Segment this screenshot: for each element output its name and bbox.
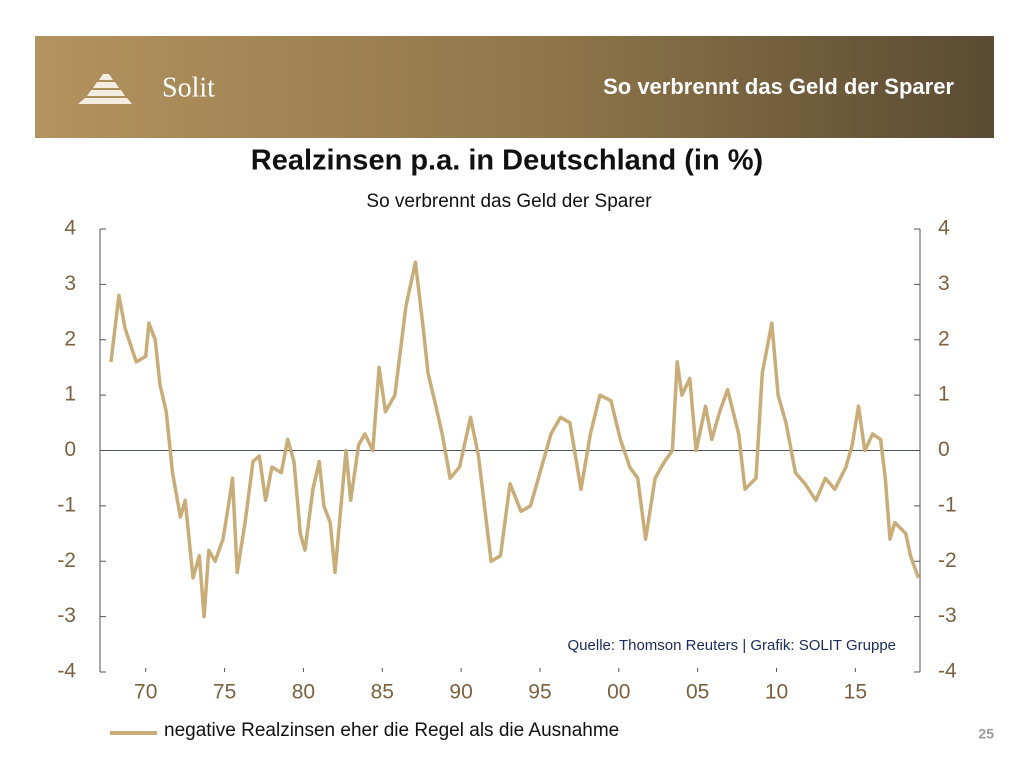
chart-title: Realzinsen p.a. in Deutschland (in %) [251, 145, 763, 177]
header-title: So verbrennt das Geld der Sparer [603, 74, 954, 99]
y-tick-label: -3 [57, 604, 76, 627]
header-bar [35, 36, 994, 138]
y2-tick-label: -4 [938, 660, 957, 683]
y-tick-label: -1 [57, 493, 76, 516]
x-tick-label: 90 [449, 681, 472, 704]
x-tick-label: 00 [607, 681, 630, 704]
y-tick-label: 2 [64, 327, 76, 350]
source-note: Quelle: Thomson Reuters | Grafik: SOLIT … [568, 637, 896, 654]
y2-tick-label: -2 [938, 549, 957, 572]
y2-tick-label: 2 [938, 327, 950, 350]
y-tick-label: -2 [57, 549, 76, 572]
x-tick-label: 70 [134, 681, 157, 704]
x-tick-label: 75 [213, 681, 236, 704]
x-tick-label: 10 [765, 681, 788, 704]
y-tick-label: 4 [64, 217, 76, 240]
y-tick-label: -4 [57, 660, 76, 683]
x-tick-label: 05 [686, 681, 709, 704]
logo-text: Solit [162, 72, 215, 103]
x-tick-label: 80 [292, 681, 315, 704]
y2-tick-label: 0 [938, 438, 950, 461]
y2-tick-label: 4 [938, 217, 950, 240]
y2-tick-label: 3 [938, 272, 950, 295]
y2-tick-label: -1 [938, 493, 957, 516]
y2-tick-label: -3 [938, 604, 957, 627]
y-tick-label: 1 [64, 383, 76, 406]
legend-label: negative Realzinsen eher die Regel als d… [164, 720, 619, 741]
logo-icon [78, 74, 132, 104]
y2-tick-label: 1 [938, 383, 950, 406]
y-tick-label: 0 [64, 438, 76, 461]
chart-subtitle: So verbrennt das Geld der Sparer [366, 191, 652, 212]
x-tick-label: 15 [844, 681, 867, 704]
data-line [109, 260, 921, 619]
y-tick-label: 3 [64, 272, 76, 295]
x-tick-label: 85 [371, 681, 394, 704]
page-number: 25 [978, 726, 994, 742]
x-tick-label: 95 [528, 681, 551, 704]
